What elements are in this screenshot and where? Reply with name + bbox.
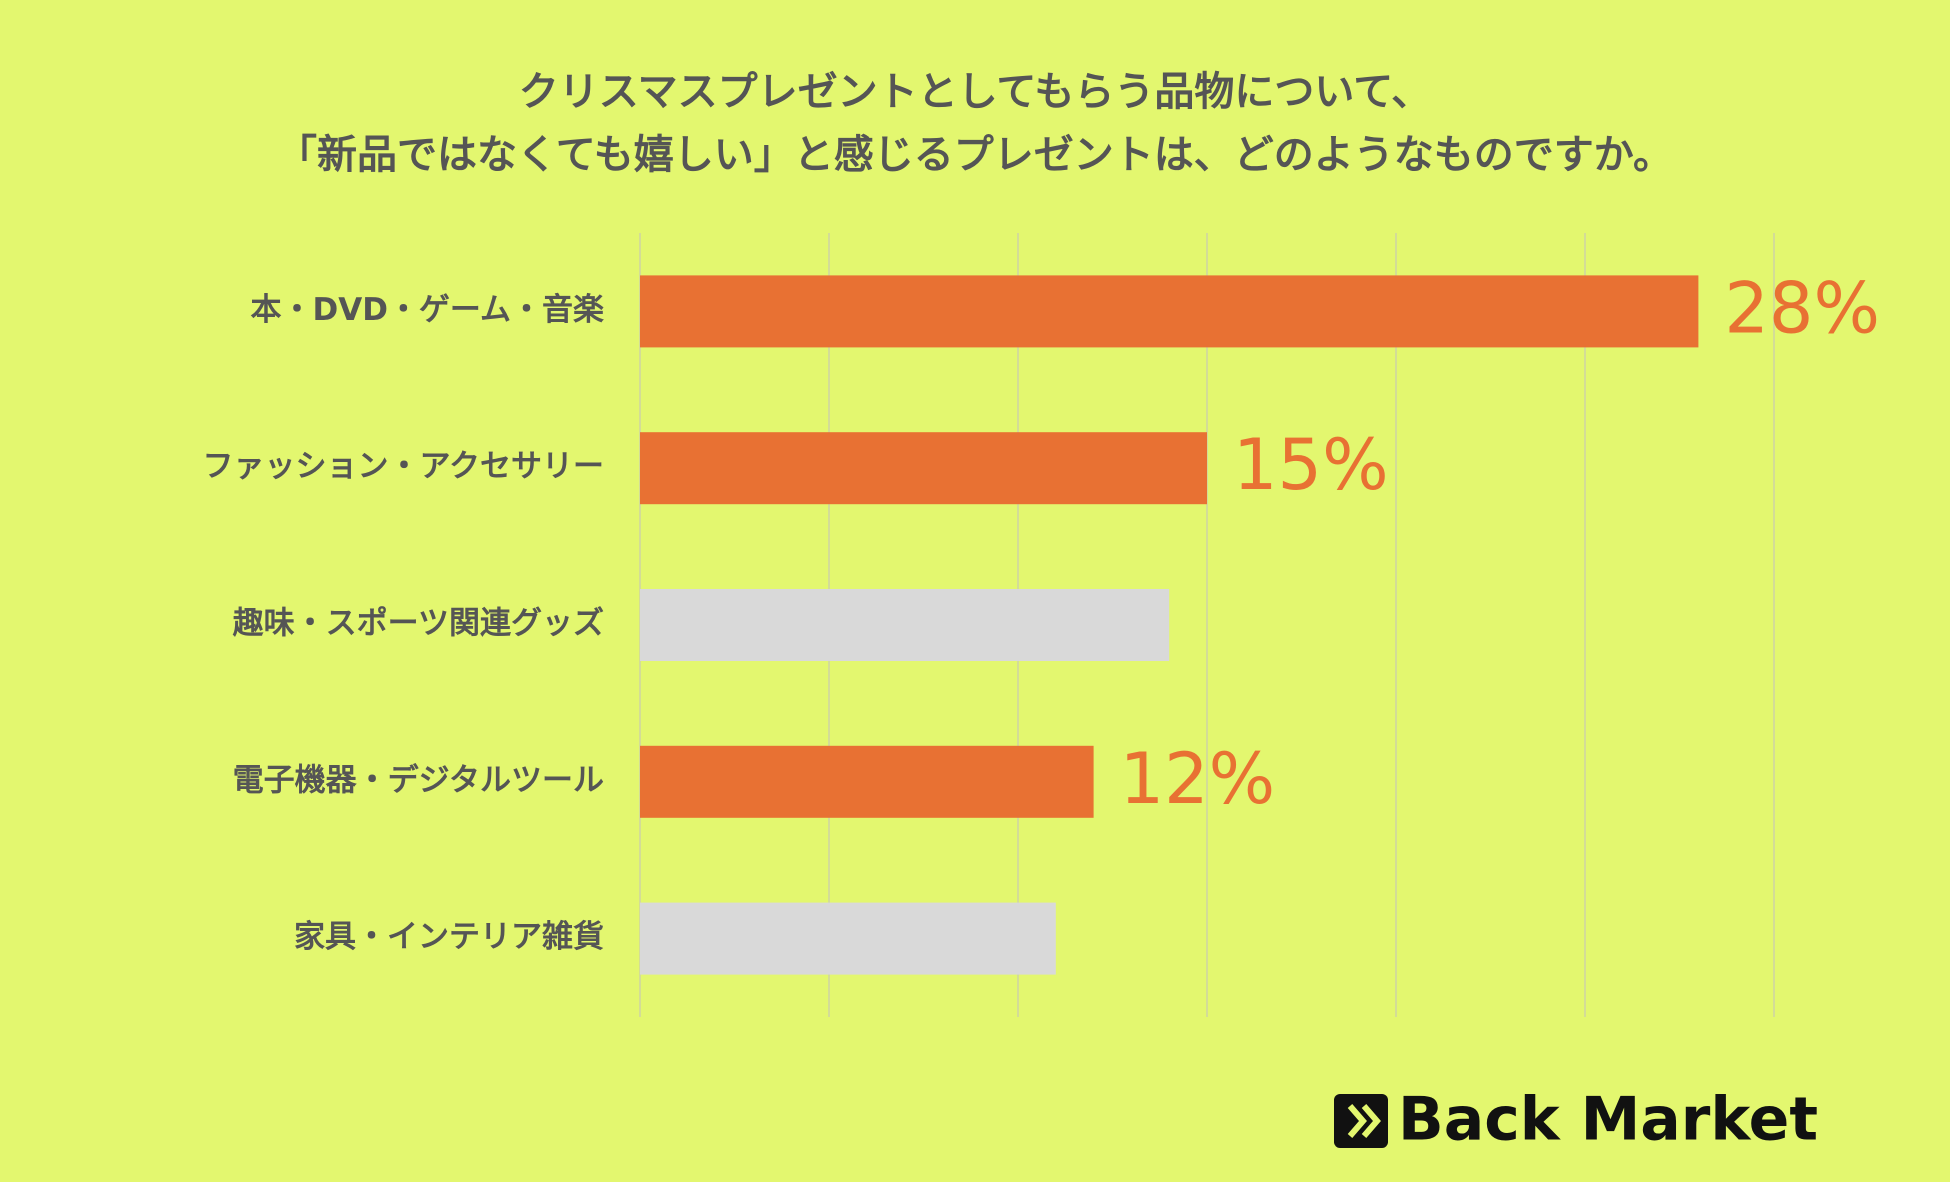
logo-icon <box>1347 1104 1381 1138</box>
chart-title: 「新品ではなくても嬉しい」と感じるプレゼントは、どのようなものですか。 <box>277 132 1673 178</box>
y-tick-label: 家具・インテリア雑貨 <box>294 919 604 955</box>
value-label: 12% <box>1120 738 1276 820</box>
bar <box>640 432 1207 505</box>
bar <box>640 589 1170 661</box>
logo-text: Back Market <box>1398 1085 1818 1155</box>
y-tick-label: 本・DVD・ゲーム・音楽 <box>250 292 604 328</box>
y-tick-label: 趣味・スポーツ関連グッズ <box>233 606 604 642</box>
y-tick-label: ファッション・アクセサリー <box>203 449 604 485</box>
bar <box>640 902 1056 975</box>
y-tick-label: 電子機器・デジタルツール <box>233 762 604 798</box>
value-label: 28% <box>1724 267 1880 349</box>
logo: Back Market <box>1334 1085 1818 1155</box>
bar <box>640 745 1094 818</box>
chart-title: クリスマスプレゼントとしてもらう品物について、 <box>519 69 1431 115</box>
value-label: 15% <box>1233 424 1389 506</box>
bar <box>640 275 1699 348</box>
